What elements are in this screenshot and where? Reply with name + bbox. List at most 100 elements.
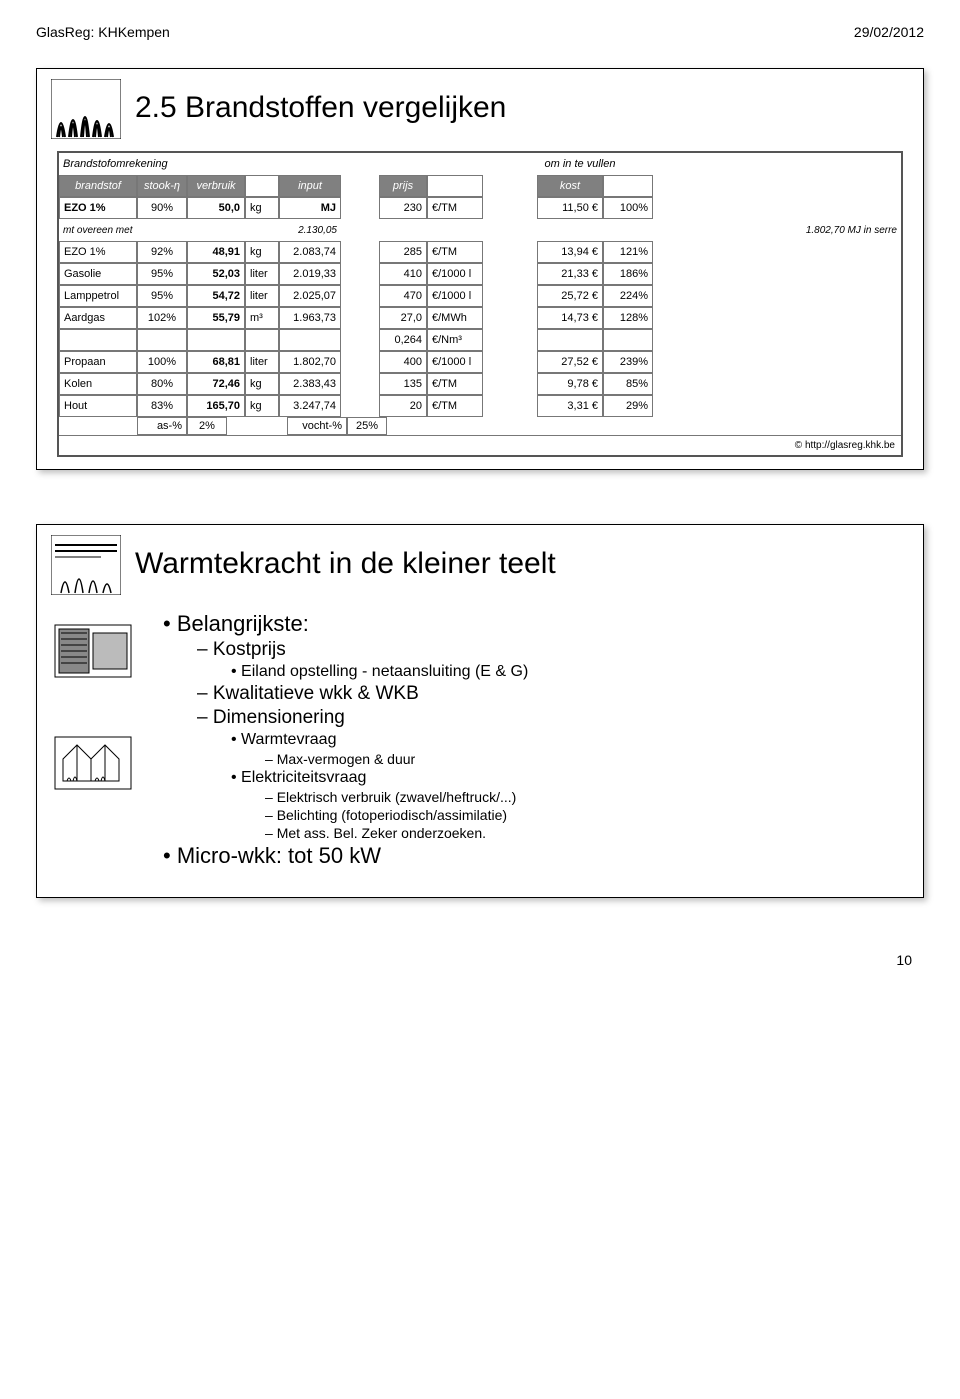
col-stook: stook-η — [137, 175, 187, 197]
ash-a: as-% — [137, 417, 187, 435]
cell-unit: liter — [245, 263, 279, 285]
col-blank2 — [427, 175, 483, 197]
cell-eff: 95% — [137, 285, 187, 307]
mt-label: mt overeen met — [59, 219, 187, 241]
cell-unit: m³ — [245, 307, 279, 329]
extra-punit: €/Nm³ — [427, 329, 483, 351]
fuel-table: Brandstofomrekening om in te vullen bran… — [57, 151, 903, 457]
mt-right: 1.802,70 MJ in serre — [731, 219, 901, 241]
cell-eff: 95% — [137, 263, 187, 285]
bullet-eiland: Eiland opstelling - netaansluiting (E & … — [231, 663, 899, 681]
cell-punit: €/1000 l — [427, 351, 483, 373]
cell-punit: €/TM — [427, 241, 483, 263]
ref-eff: 90% — [137, 197, 187, 219]
ref-punit: €/TM — [427, 197, 483, 219]
cell-input: 2.083,74 — [279, 241, 341, 263]
col-input: input — [279, 175, 341, 197]
cell-name: Propaan — [59, 351, 137, 373]
table-row: Aardgas102%55,79m³1.963,7327,0€/MWh14,73… — [59, 307, 901, 329]
cell-val: 55,79 — [187, 307, 245, 329]
slide2-title: Warmtekracht in de kleiner teelt — [135, 535, 556, 581]
col-prijs: prijs — [379, 175, 427, 197]
cell-input: 1.802,70 — [279, 351, 341, 373]
extra-unit-row: 0,264 €/Nm³ — [59, 329, 901, 351]
cell-unit: kg — [245, 395, 279, 417]
cell-val: 72,46 — [187, 373, 245, 395]
cell-pct: 239% — [603, 351, 653, 373]
col-verbruik: verbruik — [187, 175, 245, 197]
bullet-warmtevraag: Warmtevraag Max-vermogen & duur — [231, 731, 899, 767]
ash-d: 25% — [347, 417, 387, 435]
header-left: GlasReg: KHKempen — [36, 24, 170, 40]
bullet-dimensionering: Dimensionering Warmtevraag Max-vermogen … — [197, 707, 899, 841]
cell-price: 410 — [379, 263, 427, 285]
mt-mid: 2.130,05 — [245, 219, 341, 241]
cell-unit: liter — [245, 285, 279, 307]
cell-price: 20 — [379, 395, 427, 417]
bullet-elektriciteit: Elektriciteitsvraag Elektrisch verbruik … — [231, 769, 899, 841]
ref-unit: kg — [245, 197, 279, 219]
cell-punit: €/MWh — [427, 307, 483, 329]
section-left-label: Brandstofomrekening — [59, 153, 259, 175]
ash-c: vocht-% — [287, 417, 347, 435]
bullet-kostprijs: Kostprijs Eiland opstelling - netaanslui… — [197, 639, 899, 681]
table-row: Propaan100%68,81liter1.802,70 400€/1000 l… — [59, 351, 901, 373]
cell-price: 285 — [379, 241, 427, 263]
cell-cost: 14,73 € — [537, 307, 603, 329]
ash-b: 2% — [187, 417, 227, 435]
table-row: Hout83%165,70kg3.247,7420€/TM3,31 €29% — [59, 395, 901, 417]
ref-cost: 11,50 € — [537, 197, 603, 219]
col-blank3 — [603, 175, 653, 197]
cell-punit: €/TM — [427, 373, 483, 395]
cell-pct: 121% — [603, 241, 653, 263]
flame-icon — [51, 535, 121, 595]
cell-val: 52,03 — [187, 263, 245, 285]
col-blank1 — [245, 175, 279, 197]
cell-punit: €/1000 l — [427, 285, 483, 307]
cell-input: 2.025,07 — [279, 285, 341, 307]
ref-price: 230 — [379, 197, 427, 219]
bullet-kwalitatieve: Kwalitatieve wkk & WKB — [197, 683, 899, 705]
cell-cost: 27,52 € — [537, 351, 603, 373]
cell-input: 1.963,73 — [279, 307, 341, 329]
cell-price: 400 — [379, 351, 427, 373]
ref-pct: 100% — [603, 197, 653, 219]
bullet-belichting: Belichting (fotoperiodisch/assimilatie) — [265, 807, 899, 823]
cell-pct: 128% — [603, 307, 653, 329]
bullet-belangrijkste: Belangrijkste: Kostprijs Eiland opstelli… — [163, 611, 899, 841]
cell-pct: 29% — [603, 395, 653, 417]
table-row: Lamppetrol95%54,72liter2.025,07470€/1000… — [59, 285, 901, 307]
table-row: EZO 1%92%48,91kg2.083,74285€/TM13,94 €12… — [59, 241, 901, 263]
extra-price: 0,264 — [379, 329, 427, 351]
cell-eff: 100% — [137, 351, 187, 373]
cell-unit: liter — [245, 351, 279, 373]
cell-pct: 224% — [603, 285, 653, 307]
flame-icon — [51, 79, 121, 139]
cell-name: Hout — [59, 395, 137, 417]
cell-val: 54,72 — [187, 285, 245, 307]
col-kost: kost — [537, 175, 603, 197]
cell-cost: 3,31 € — [537, 395, 603, 417]
cell-unit: kg — [245, 241, 279, 263]
cell-eff: 80% — [137, 373, 187, 395]
cell-cost: 9,78 € — [537, 373, 603, 395]
cell-val: 68,81 — [187, 351, 245, 373]
cell-val: 165,70 — [187, 395, 245, 417]
bullet-maxvermogen: Max-vermogen & duur — [265, 751, 899, 767]
cell-cost: 13,94 € — [537, 241, 603, 263]
cell-price: 135 — [379, 373, 427, 395]
slide2-content: Belangrijkste: Kostprijs Eiland opstelli… — [163, 607, 899, 873]
bullet-elekverbruik: Elektrisch verbruik (zwavel/heftruck/...… — [265, 789, 899, 805]
cell-eff: 92% — [137, 241, 187, 263]
cell-pct: 85% — [603, 373, 653, 395]
cell-name: Lamppetrol — [59, 285, 137, 307]
bullet-metass: Met ass. Bel. Zeker onderzoeken. — [265, 825, 899, 841]
section-right-label: om in te vullen — [259, 153, 901, 175]
bullet-microwkk: Micro-wkk: tot 50 kW — [163, 843, 899, 869]
chp-unit-icon — [53, 619, 133, 683]
ash-row: as-% 2% vocht-% 25% — [59, 417, 901, 435]
ref-inp: MJ — [279, 197, 341, 219]
cell-punit: €/1000 l — [427, 263, 483, 285]
slide-1: 2.5 Brandstoffen vergelijken Brandstofom… — [36, 68, 924, 470]
cell-input: 2.383,43 — [279, 373, 341, 395]
